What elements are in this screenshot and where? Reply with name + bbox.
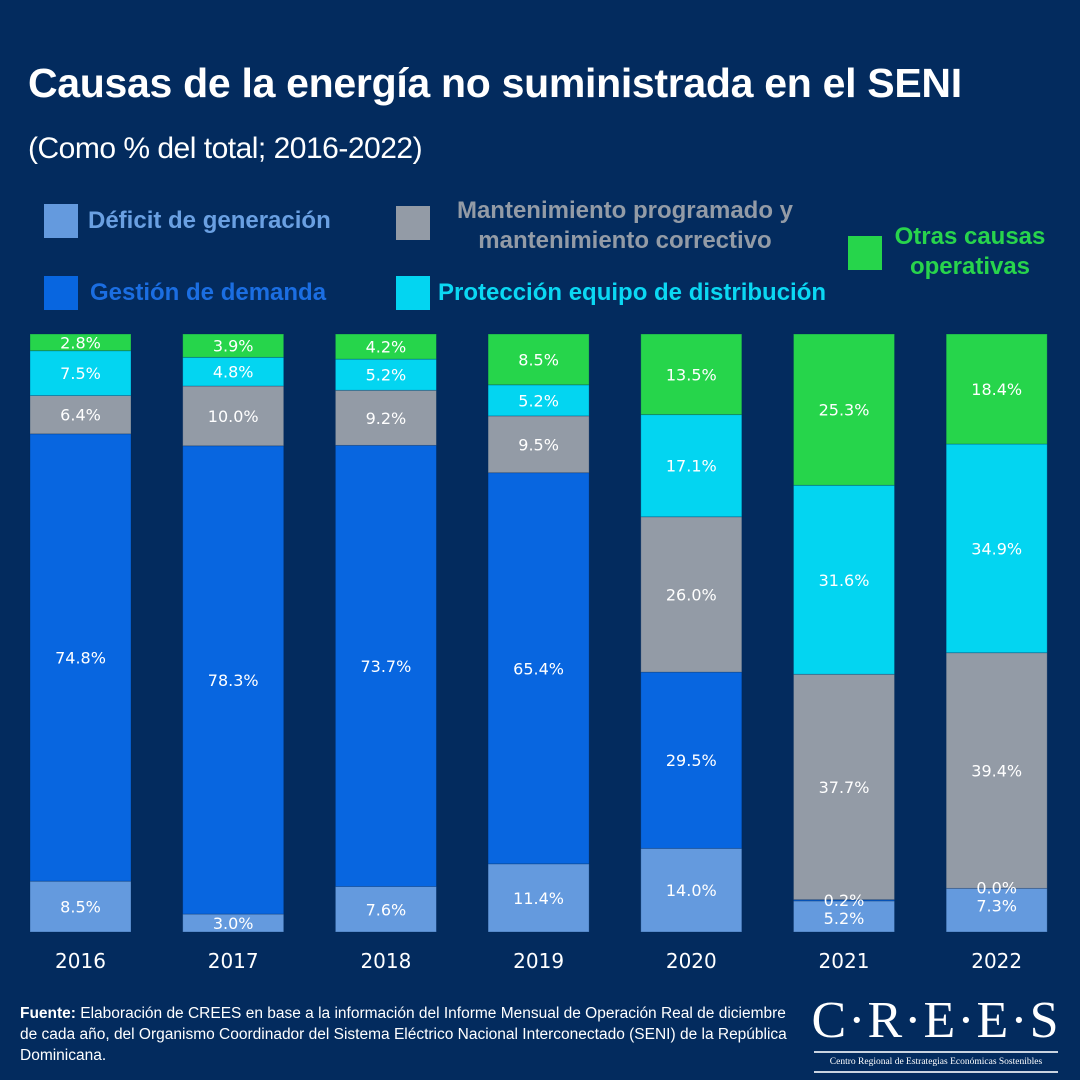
bar-segment-gestion-de-demanda-2016 [29, 433, 132, 882]
legend-item-deficit-generacion: Déficit de generación [44, 204, 331, 238]
bar-segment-gestion-de-demanda-2017 [182, 445, 285, 915]
data-label-otras-causas-operativas-2018: 4.2% [366, 338, 407, 357]
data-label-gestion-de-demanda-2016: 74.8% [55, 649, 106, 668]
crees-logo: C·R·E·E·S Centro Regional de Estrategias… [808, 995, 1064, 1077]
data-label-mantenimiento-programado-y-mantenimiento-correctivo-2021: 37.7% [819, 778, 870, 797]
legend-item-otras-causas: Otras causas operativas [848, 222, 1050, 282]
data-label-deficit-de-generacion-2021: 5.2% [824, 909, 865, 928]
bar-segment-gestion-de-demanda-2018 [334, 444, 437, 887]
data-label-otras-causas-operativas-2022: 18.4% [971, 380, 1022, 399]
legend-item-proteccion-equipo: Protección equipo de distribución [396, 276, 826, 310]
data-label-proteccion-equipo-de-distribucion-2020: 17.1% [666, 457, 717, 476]
bar-segment-mantenimiento-programado-y-mantenimiento-correctivo-2016 [29, 395, 132, 435]
data-label-proteccion-equipo-de-distribucion-2022: 34.9% [971, 539, 1022, 558]
data-label-gestion-de-demanda-2017: 78.3% [208, 671, 259, 690]
data-label-deficit-de-generacion-2018: 7.6% [366, 900, 407, 919]
data-label-otras-causas-operativas-2021: 25.3% [819, 401, 870, 420]
data-label-deficit-de-generacion-2016: 8.5% [60, 898, 101, 917]
chart-title: Causas de la energía no suministrada en … [28, 60, 962, 106]
legend-item-gestion-demanda: Gestión de demanda [44, 276, 326, 310]
bar-segment-deficit-de-generacion-2019 [487, 863, 590, 933]
data-label-gestion-de-demanda-2021: 0.2% [824, 891, 865, 910]
bar-segment-mantenimiento-programado-y-mantenimiento-correctivo-2019 [487, 415, 590, 474]
x-tick-label-2021: 2021 [819, 949, 870, 973]
data-label-otras-causas-operativas-2016: 2.8% [60, 333, 101, 352]
bar-segment-otras-causas-operativas-2021 [793, 333, 895, 486]
bar-segment-otras-causas-operativas-2017 [182, 333, 285, 358]
bar-segment-mantenimiento-programado-y-mantenimiento-correctivo-2022 [945, 652, 1048, 889]
bar-segment-otras-causas-operativas-2016 [29, 333, 132, 352]
logo-divider-bottom [814, 1071, 1058, 1073]
data-label-mantenimiento-programado-y-mantenimiento-correctivo-2020: 26.0% [666, 585, 717, 604]
data-label-gestion-de-demanda-2018: 73.7% [360, 657, 411, 676]
data-label-gestion-de-demanda-2020: 29.5% [666, 751, 717, 770]
x-tick-label-2020: 2020 [666, 949, 717, 973]
data-label-gestion-de-demanda-2022: 0.0% [976, 878, 1017, 897]
legend-item-mantenimiento: Mantenimiento programado y mantenimiento… [396, 196, 810, 256]
bar-segment-proteccion-equipo-de-distribucion-2021 [793, 484, 895, 675]
legend-label: Déficit de generación [88, 207, 331, 234]
chart-subtitle: (Como % del total; 2016-2022) [28, 132, 423, 165]
x-tick-label-2017: 2017 [208, 949, 259, 973]
source-note: Fuente: Elaboración de CREES en base a l… [20, 1003, 800, 1066]
bar-segment-mantenimiento-programado-y-mantenimiento-correctivo-2021 [793, 673, 895, 901]
data-label-gestion-de-demanda-2019: 65.4% [513, 659, 564, 678]
legend-swatch-proteccion-equipo [396, 276, 430, 310]
data-label-otras-causas-operativas-2017: 3.9% [213, 337, 254, 356]
logo-tagline: Centro Regional de Estrategias Económica… [829, 1057, 1043, 1067]
legend-swatch-gestion-demanda [44, 276, 78, 310]
bar-segment-proteccion-equipo-de-distribucion-2022 [945, 443, 1048, 654]
data-label-proteccion-equipo-de-distribucion-2019: 5.2% [518, 391, 559, 410]
legend-label: Mantenimiento programado y mantenimiento… [456, 197, 794, 254]
bar-segment-deficit-de-generacion-2016 [29, 880, 132, 933]
bar-segment-deficit-de-generacion-2020 [640, 847, 743, 933]
legend-label: Gestión de demanda [90, 279, 327, 306]
bar-segment-deficit-de-generacion-2022 [945, 887, 1048, 933]
legend-swatch-mantenimiento [396, 206, 430, 240]
data-label-otras-causas-operativas-2020: 13.5% [666, 365, 717, 384]
legend-label: Protección equipo de distribución [438, 279, 827, 306]
data-label-deficit-de-generacion-2017: 3.0% [213, 914, 254, 933]
data-label-mantenimiento-programado-y-mantenimiento-correctivo-2018: 9.2% [366, 409, 407, 428]
bar-segment-proteccion-equipo-de-distribucion-2017 [182, 356, 285, 387]
data-label-proteccion-equipo-de-distribucion-2017: 4.8% [213, 363, 254, 382]
legend-label: Otras causas operativas [894, 223, 1046, 280]
bar-segment-mantenimiento-programado-y-mantenimiento-correctivo-2017 [182, 385, 285, 447]
legend-swatch-otras-causas [848, 236, 882, 270]
stacked-bar-chart: 8.5% 74.8% 6.4% 7.5% 2.8% 2016 3.0% 78.3% 10.0% 4… [29, 333, 1048, 973]
source-text: Elaboración de CREES en base a la inform… [20, 1005, 787, 1064]
logo-divider [814, 1051, 1058, 1053]
bar-segment-proteccion-equipo-de-distribucion-2019 [487, 384, 590, 417]
x-tick-label-2019: 2019 [513, 949, 564, 973]
data-label-mantenimiento-programado-y-mantenimiento-correctivo-2019: 9.5% [518, 435, 559, 454]
logo-wordmark: C·R·E·E·S [811, 992, 1061, 1049]
legend-swatch-deficit-generacion [44, 204, 78, 238]
bar-segment-otras-causas-operativas-2018 [334, 333, 437, 360]
data-label-deficit-de-generacion-2020: 14.0% [666, 881, 717, 900]
x-tick-label-2018: 2018 [360, 949, 411, 973]
bar-segment-otras-causas-operativas-2019 [487, 333, 590, 386]
bar-segment-proteccion-equipo-de-distribucion-2020 [640, 414, 743, 518]
data-label-deficit-de-generacion-2019: 11.4% [513, 889, 564, 908]
bar-segment-proteccion-equipo-de-distribucion-2016 [29, 350, 132, 396]
x-tick-label-2022: 2022 [971, 949, 1022, 973]
data-label-mantenimiento-programado-y-mantenimiento-correctivo-2017: 10.0% [208, 407, 259, 426]
bar-segment-otras-causas-operativas-2020 [640, 333, 743, 416]
data-label-deficit-de-generacion-2022: 7.3% [976, 896, 1017, 915]
data-label-proteccion-equipo-de-distribucion-2016: 7.5% [60, 364, 101, 383]
x-tick-label-2016: 2016 [55, 949, 106, 973]
source-label: Fuente: [20, 1005, 76, 1022]
bar-segment-deficit-de-generacion-2018 [334, 886, 437, 933]
data-label-proteccion-equipo-de-distribucion-2021: 31.6% [819, 571, 870, 590]
data-label-mantenimiento-programado-y-mantenimiento-correctivo-2022: 39.4% [971, 762, 1022, 781]
data-label-proteccion-equipo-de-distribucion-2018: 5.2% [366, 366, 407, 385]
data-label-mantenimiento-programado-y-mantenimiento-correctivo-2016: 6.4% [60, 406, 101, 425]
bar-segment-gestion-de-demanda-2019 [487, 472, 590, 865]
bar-segment-otras-causas-operativas-2022 [945, 333, 1048, 445]
data-label-otras-causas-operativas-2019: 8.5% [518, 350, 559, 369]
